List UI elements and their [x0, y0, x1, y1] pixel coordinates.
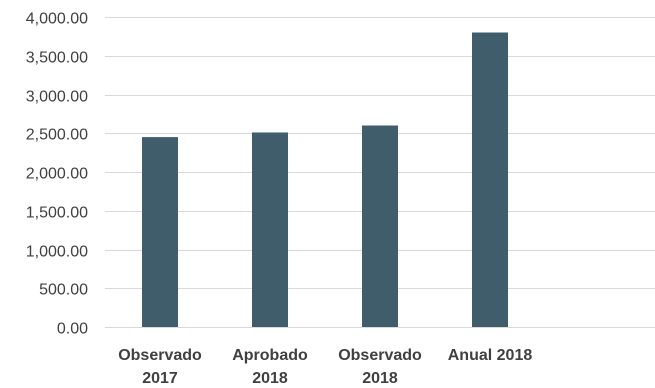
y-tick-label: 0.00	[57, 321, 88, 338]
bar	[252, 132, 288, 327]
y-tick-label: 3,000.00	[26, 89, 88, 106]
x-category-label-line: 2018	[252, 370, 288, 387]
y-tick-label: 2,000.00	[26, 166, 88, 183]
bars	[142, 32, 508, 327]
x-category-label-line: Observado	[338, 347, 422, 364]
bar	[472, 32, 508, 327]
x-category-label-line: Observado	[118, 347, 202, 364]
x-category-label: Aprobado 2018	[232, 347, 308, 387]
y-tick-label: 4,000.00	[26, 11, 88, 28]
bar	[142, 137, 178, 327]
x-category-label-line: 2017	[142, 370, 178, 387]
y-tick-label: 500.00	[39, 282, 88, 299]
x-category-label-line: Anual 2018	[448, 347, 533, 364]
y-tick-label: 1,000.00	[26, 244, 88, 261]
y-tick-label: 3,500.00	[26, 50, 88, 67]
x-category-label: Observado 2017	[118, 347, 202, 387]
bar	[362, 125, 398, 327]
x-axis-category-labels: Observado 2017 Aprobado 2018 Observado 2018 An…	[118, 347, 532, 387]
y-axis-tick-labels: 0.00 500.00 1,000.00 1,500.00 2,000.00 2,500.…	[26, 11, 88, 338]
x-category-label-line: Aprobado	[232, 347, 308, 364]
x-category-label: Observado 2018	[338, 347, 422, 387]
y-tick-label: 1,500.00	[26, 205, 88, 222]
x-category-label-line: 2018	[362, 370, 398, 387]
y-tick-label: 2,500.00	[26, 127, 88, 144]
x-category-label: Anual 2018	[448, 347, 533, 364]
